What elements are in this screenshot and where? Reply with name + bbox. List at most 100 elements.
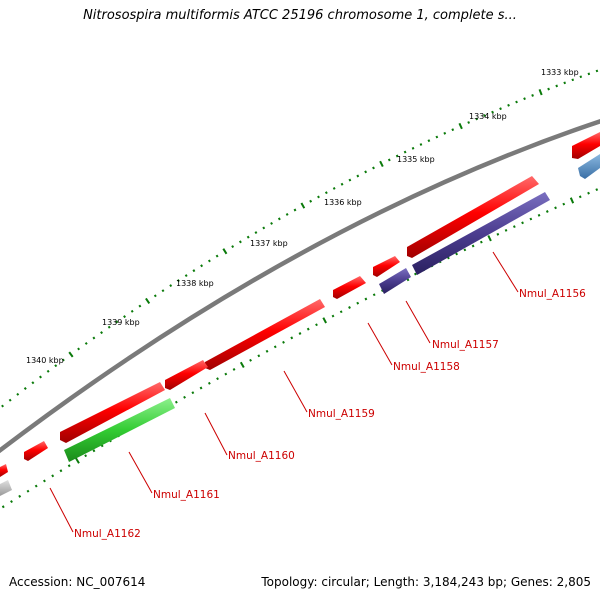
gene-label[interactable]: Nmul_A1159 — [308, 408, 375, 420]
gene-label[interactable]: Nmul_A1156 — [519, 288, 586, 300]
tick-mark — [174, 400, 178, 404]
tick-mark — [427, 139, 431, 143]
tick-mark — [92, 336, 96, 340]
tick-mark — [16, 392, 20, 396]
tick-mark — [298, 332, 302, 335]
tick-mark — [537, 213, 541, 217]
tick-mark — [34, 484, 38, 488]
tick-mark — [547, 87, 550, 91]
tick-mark — [521, 221, 524, 225]
ruler-label: 1337 kbp — [250, 239, 288, 248]
gene-feature[interactable] — [572, 132, 600, 159]
tick-mark — [75, 457, 80, 464]
gene-feature[interactable] — [412, 192, 550, 275]
tick-mark — [257, 354, 261, 358]
ruler-label: 1340 kbp — [26, 356, 64, 365]
tick-mark — [563, 81, 567, 85]
tick-mark — [199, 386, 203, 390]
tick-mark — [249, 358, 252, 362]
tick-mark — [46, 369, 50, 373]
tick-mark — [315, 323, 318, 327]
tick-mark — [54, 364, 58, 368]
gene-label[interactable]: Nmul_A1162 — [74, 528, 141, 540]
tick-mark — [191, 391, 195, 395]
tick-mark — [39, 375, 42, 379]
tick-mark — [77, 347, 81, 351]
gene-feature[interactable] — [0, 464, 8, 477]
tick-mark — [322, 317, 327, 324]
accession-text: Accession: NC_007614 — [9, 575, 146, 589]
ruler-label: 1335 kbp — [397, 155, 435, 164]
tick-mark — [309, 199, 313, 203]
tick-mark — [169, 284, 173, 288]
gene-feature[interactable] — [60, 382, 165, 443]
tick-mark — [496, 232, 500, 236]
tick-mark — [578, 195, 582, 199]
tick-mark — [458, 122, 463, 130]
gene-label[interactable]: Nmul_A1161 — [153, 489, 220, 501]
forward-strand-features — [0, 132, 600, 477]
tick-mark — [145, 297, 151, 304]
gene-feature[interactable] — [0, 480, 12, 496]
gene-label[interactable]: Nmul_A1157 — [432, 339, 499, 351]
tick-mark — [435, 135, 439, 139]
tick-mark — [331, 314, 335, 318]
tick-mark — [451, 128, 455, 132]
tick-mark — [10, 500, 13, 504]
tick-mark — [499, 107, 502, 111]
tick-mark — [587, 72, 591, 76]
tick-mark — [184, 274, 188, 278]
tick-mark — [51, 474, 55, 478]
tick-mark — [232, 367, 236, 371]
tick-mark — [300, 202, 306, 209]
gene-feature[interactable] — [64, 398, 175, 462]
tick-mark — [293, 208, 297, 212]
tick-mark — [216, 377, 219, 381]
gene-feature[interactable] — [165, 360, 208, 390]
gene-feature[interactable] — [24, 441, 48, 461]
tick-mark — [207, 259, 211, 263]
tick-mark — [224, 372, 228, 376]
gene-feature[interactable] — [407, 176, 539, 258]
gene-label[interactable]: Nmul_A1158 — [393, 361, 460, 373]
tick-mark — [487, 235, 492, 242]
tick-mark — [207, 381, 211, 385]
gene-label[interactable]: Nmul_A1160 — [228, 450, 295, 462]
tick-mark — [348, 178, 352, 182]
gene-feature[interactable] — [333, 276, 366, 299]
tick-mark — [475, 117, 479, 121]
tick-mark — [262, 226, 266, 230]
tick-mark — [443, 131, 447, 135]
tick-mark — [282, 340, 285, 344]
tick-mark — [8, 398, 12, 402]
gene-feature[interactable] — [578, 154, 600, 179]
tick-mark — [569, 197, 575, 204]
tick-mark — [403, 150, 407, 154]
tick-mark — [123, 315, 127, 319]
tick-mark — [512, 225, 516, 229]
tick-mark — [339, 310, 343, 314]
gene-feature[interactable] — [373, 256, 400, 277]
tick-mark — [455, 252, 458, 256]
tick-mark — [595, 69, 599, 73]
tick-mark — [332, 187, 336, 190]
tick-mark — [471, 244, 475, 248]
tick-mark — [555, 84, 559, 88]
tick-mark — [84, 454, 88, 458]
tick-mark — [265, 349, 269, 353]
tick-mark — [419, 143, 423, 146]
gene-feature[interactable] — [205, 299, 325, 370]
genome-backbone — [0, 118, 600, 454]
tick-mark — [61, 358, 65, 362]
tick-mark — [138, 304, 142, 308]
tick-mark — [43, 479, 46, 483]
tick-mark — [176, 279, 180, 283]
tick-mark — [395, 154, 399, 158]
gene-feature[interactable] — [379, 268, 411, 294]
tick-mark — [231, 245, 235, 249]
tick-mark — [587, 191, 590, 195]
tick-mark — [467, 121, 471, 124]
tick-mark — [100, 331, 104, 335]
tick-mark — [364, 170, 368, 174]
